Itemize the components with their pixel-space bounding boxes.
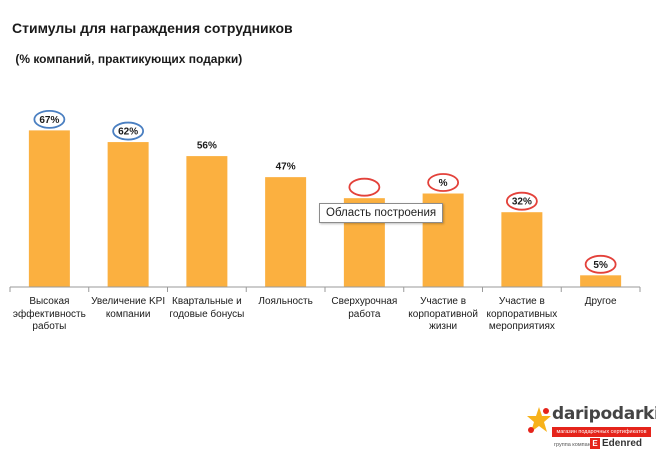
label-highlight-circle <box>427 173 460 192</box>
bar <box>107 142 149 287</box>
label-highlight-circle <box>505 191 538 211</box>
label-highlight-circles <box>33 109 617 274</box>
data-label: 56% <box>197 141 217 152</box>
chart-subtitle: (% компаний, практикующих подарки) <box>12 52 243 66</box>
logo-group-text: группа компаний <box>554 442 597 448</box>
category-label: Другое <box>584 296 617 307</box>
plot-area-tooltip: Область построения <box>319 203 444 223</box>
label-highlight-circle <box>584 254 617 274</box>
bar <box>28 130 70 287</box>
category-label: Квартальные и годовые бонусы <box>169 296 245 320</box>
label-highlight-circle <box>33 109 66 129</box>
data-label: 67% <box>39 115 59 126</box>
bar <box>186 156 228 287</box>
category-label: Сверхурочная работа <box>331 296 398 320</box>
logo-wordmark: daripodarki.ru <box>552 404 656 424</box>
category-label: Участие в корпоративных мероприятиях <box>486 296 558 332</box>
bar <box>265 177 307 287</box>
bar <box>580 275 622 287</box>
category-label: Лояльность <box>258 296 313 307</box>
data-label: 62% <box>118 127 138 138</box>
category-label: Высокая эффективность работы <box>12 296 86 332</box>
data-label: 32% <box>512 197 532 208</box>
data-label: 5% <box>593 260 608 271</box>
logo-tagline: магазин подарочных сертификатов <box>552 427 651 437</box>
data-label: 47% <box>276 162 296 173</box>
data-label: % <box>439 178 448 189</box>
chart-title: Стимулы для награждения сотрудников <box>12 20 293 36</box>
label-highlight-circle <box>112 121 145 141</box>
label-highlight-circle <box>348 177 381 197</box>
brand-logo[interactable]: daripodarki.ru магазин подарочных сертиф… <box>526 402 656 452</box>
category-label: Увеличение KPI компании <box>91 296 166 320</box>
edenred-icon: E <box>590 438 600 449</box>
category-label: Участие в корпоративной жизни <box>408 296 478 332</box>
x-axis-ticks <box>9 287 641 292</box>
star-logo-icon <box>527 407 551 433</box>
bar <box>501 212 543 287</box>
data-labels-group: 67% 62% 56% 47%% 32% 5% <box>39 115 608 271</box>
logo-partner: Edenred <box>602 438 643 449</box>
